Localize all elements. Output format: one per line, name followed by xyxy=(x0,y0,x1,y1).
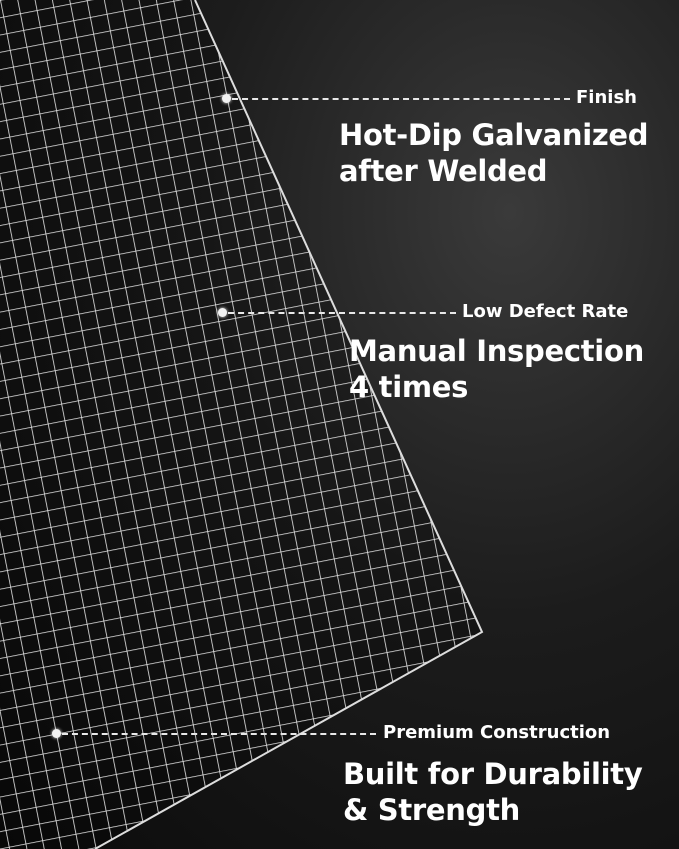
leader-line xyxy=(62,733,376,735)
callout-headline: 4 times xyxy=(349,370,469,404)
callout-headline: after Welded xyxy=(339,154,548,188)
leader-line xyxy=(232,98,570,100)
leader-line xyxy=(228,312,456,314)
marker-dot xyxy=(218,308,227,317)
callout-headline: Built for Durability xyxy=(343,757,643,791)
callout-label: Low Defect Rate xyxy=(462,301,629,322)
callout-headline: Manual Inspection xyxy=(349,334,644,368)
callout-headline: & Strength xyxy=(343,793,521,827)
callout-headline: Hot-Dip Galvanized xyxy=(339,118,649,152)
callout-label: Finish xyxy=(576,87,637,108)
marker-dot xyxy=(52,729,61,738)
callout-label: Premium Construction xyxy=(383,722,611,743)
marker-dot xyxy=(222,94,231,103)
